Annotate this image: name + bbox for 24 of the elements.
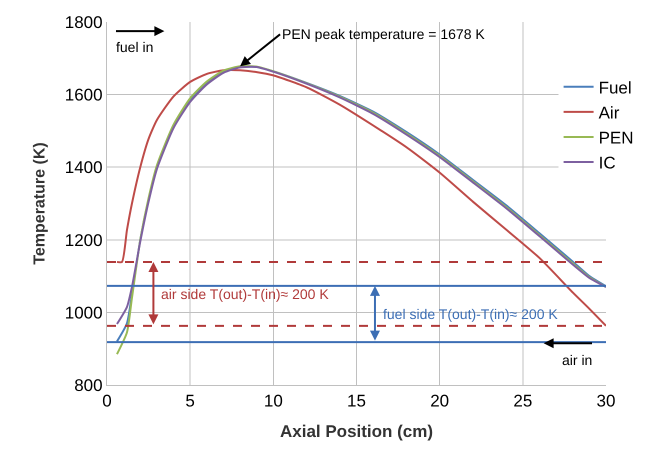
x-tick-label: 10 (264, 391, 283, 410)
y-tick-label: 800 (74, 376, 103, 395)
legend-label: IC (598, 154, 616, 173)
y-tick-label: 1400 (64, 158, 103, 178)
annotation: air in (562, 352, 592, 368)
x-tick-label: 15 (347, 391, 366, 410)
y-axis-title: Temperature (K) (32, 142, 49, 265)
ref-line-label: fuel side T(out)-T(in)≈ 200 K (383, 306, 558, 322)
legend-label: PEN (598, 128, 634, 148)
x-tick-label: 25 (513, 391, 532, 410)
x-tick-label: 30 (596, 391, 616, 410)
x-tick-label: 5 (185, 391, 195, 410)
annotation: fuel in (116, 39, 154, 55)
legend-label: Air (598, 103, 620, 122)
y-tick-label: 1200 (64, 230, 103, 250)
annotation: PEN peak temperature = 1678 K (282, 26, 486, 42)
y-tick-label: 1000 (64, 303, 103, 322)
ref-line-label: air side T(out)-T(in)≈ 200 K (161, 286, 330, 302)
x-tick-label: 20 (430, 391, 450, 410)
x-tick-label: 0 (102, 391, 112, 410)
legend-label: Fuel (598, 78, 632, 98)
y-tick-label: 1800 (64, 12, 103, 32)
y-tick-label: 1600 (64, 86, 103, 105)
x-axis-title: Axial Position (cm) (280, 422, 434, 441)
